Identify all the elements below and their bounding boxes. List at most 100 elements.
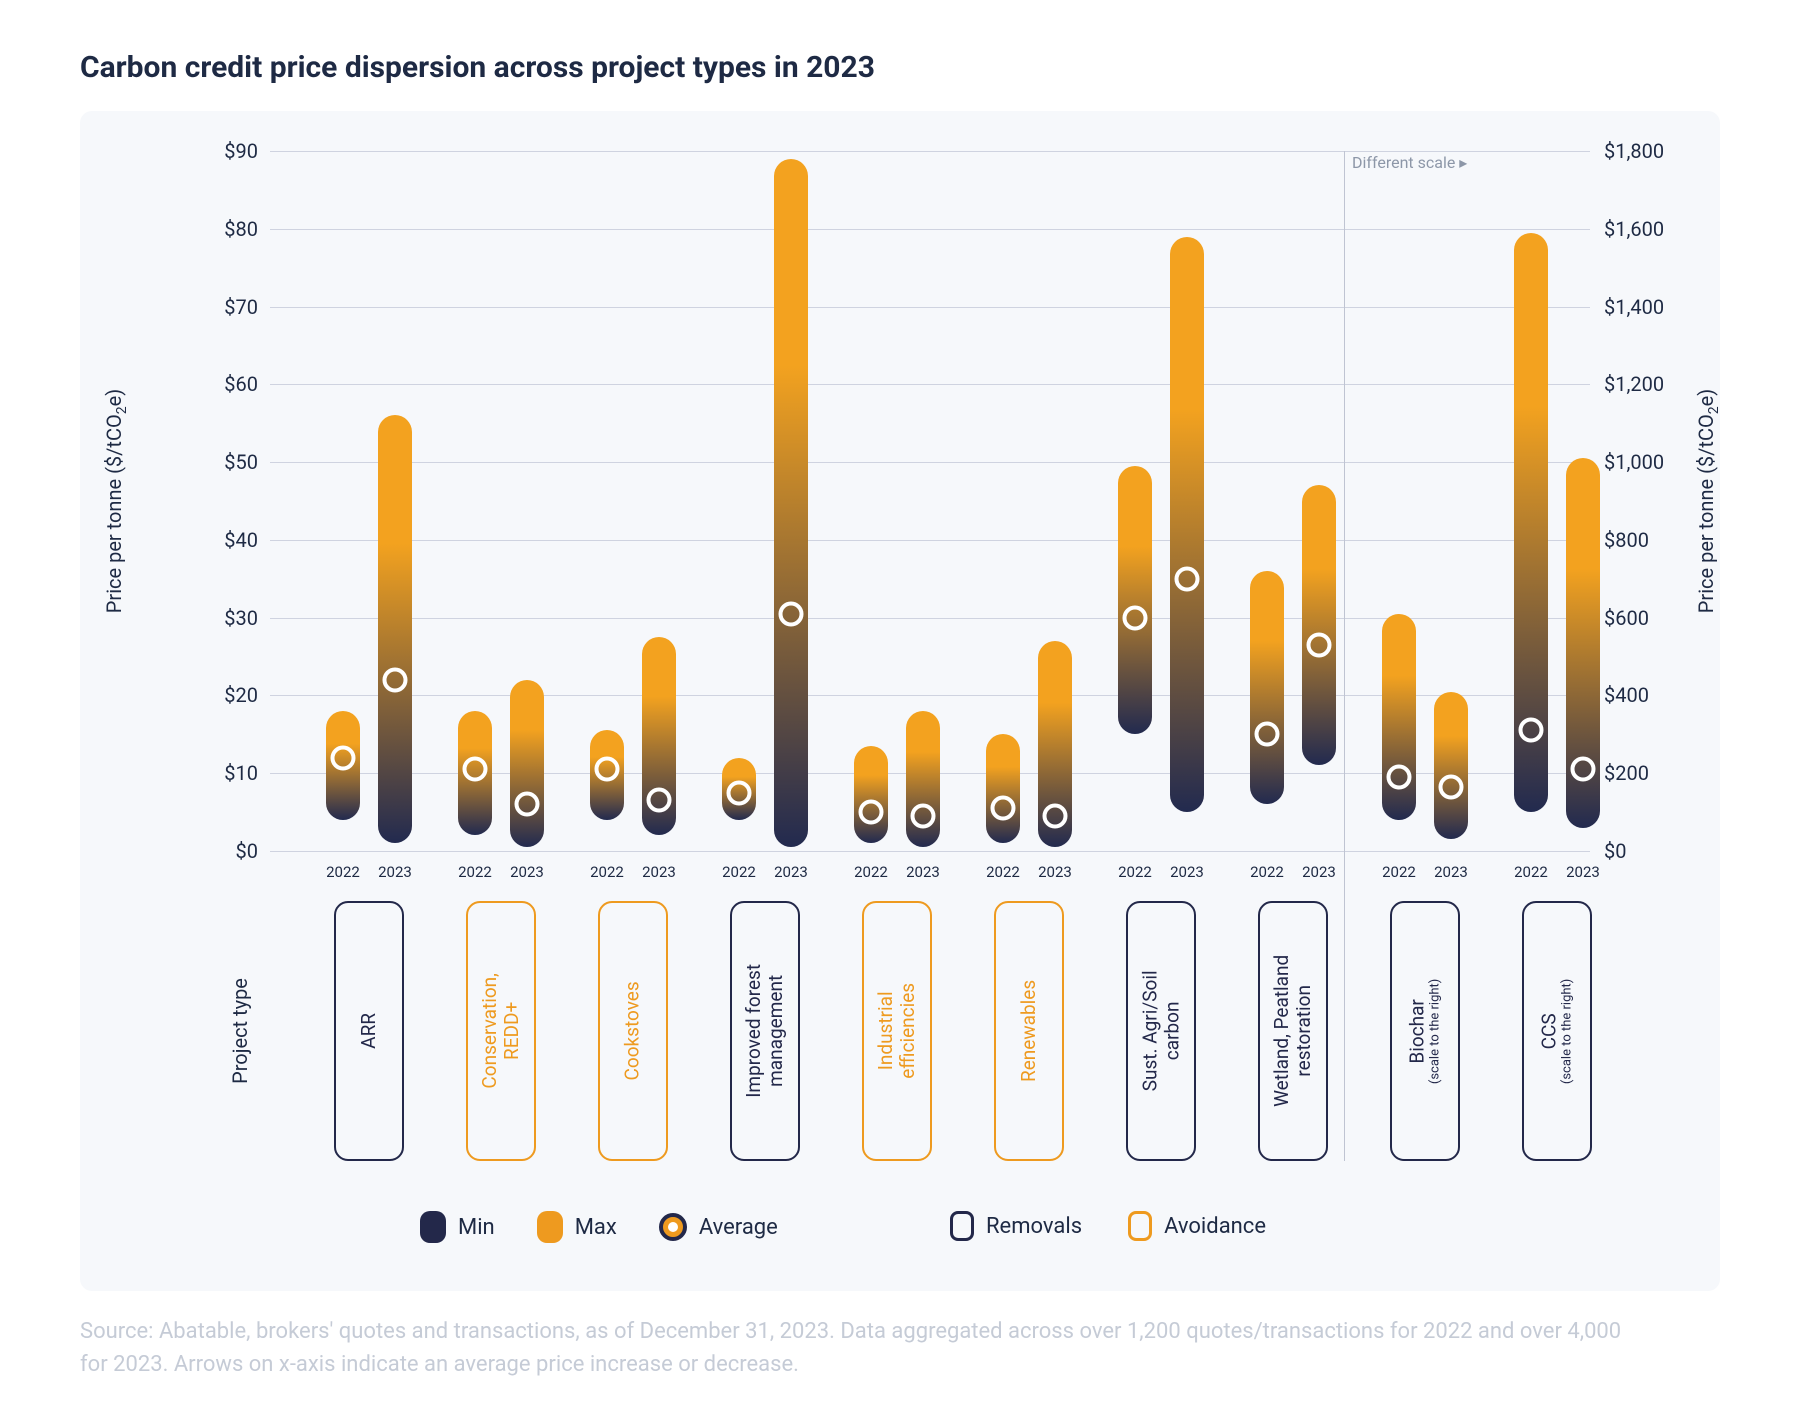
category-label: Renewables	[1018, 980, 1040, 1082]
year-label: 2022	[320, 863, 366, 881]
year-label: 2023	[1164, 863, 1210, 881]
average-marker	[727, 780, 752, 805]
legend-min-swatch	[420, 1211, 446, 1243]
average-marker	[859, 800, 884, 825]
legend-removals-label: Removals	[986, 1214, 1082, 1239]
year-label: 2023	[900, 863, 946, 881]
range-bar	[774, 159, 808, 847]
y-tick-right: $1,600	[1604, 217, 1714, 241]
category-box: Conservation,REDD+	[466, 901, 536, 1161]
range-bar	[986, 734, 1020, 843]
gridline	[270, 851, 1590, 852]
legend-removals-swatch	[950, 1211, 974, 1241]
year-label: 2023	[504, 863, 550, 881]
range-bar	[378, 415, 412, 843]
chart-card: $0$10$20$30$40$50$60$70$80$90$0$200$400$…	[80, 111, 1720, 1291]
y-tick-right: $400	[1604, 683, 1714, 707]
legend-category-type: RemovalsAvoidance	[950, 1211, 1266, 1241]
category-box: Renewables	[994, 901, 1064, 1161]
legend-avg-label: Average	[699, 1215, 778, 1240]
y-tick-left: $10	[188, 761, 258, 785]
y-tick-left: $70	[188, 295, 258, 319]
year-label: 2022	[1376, 863, 1422, 881]
year-label: 2022	[980, 863, 1026, 881]
y-tick-right: $1,800	[1604, 139, 1714, 163]
range-bar	[1434, 692, 1468, 840]
gridline	[270, 307, 1590, 308]
y-tick-left: $90	[188, 139, 258, 163]
category-label: Cookstoves	[622, 981, 644, 1080]
average-marker	[1519, 718, 1544, 743]
year-label: 2023	[1560, 863, 1606, 881]
year-label: 2022	[1112, 863, 1158, 881]
average-marker	[515, 792, 540, 817]
y-tick-left: $50	[188, 450, 258, 474]
category-box: Sust. Agri/Soilcarbon	[1126, 901, 1196, 1161]
range-bar	[510, 680, 544, 847]
average-marker	[991, 796, 1016, 821]
year-label: 2023	[768, 863, 814, 881]
y-tick-left: $30	[188, 606, 258, 630]
year-label: 2023	[1032, 863, 1078, 881]
legend-min-label: Min	[458, 1215, 495, 1240]
y-tick-left: $80	[188, 217, 258, 241]
source-note: Source: Abatable, brokers' quotes and tr…	[80, 1315, 1640, 1381]
gridline	[270, 462, 1590, 463]
range-bar	[1302, 485, 1336, 765]
range-bar	[1250, 571, 1284, 804]
range-bar	[854, 746, 888, 843]
gridline	[270, 540, 1590, 541]
average-marker	[463, 757, 488, 782]
year-label: 2023	[1296, 863, 1342, 881]
category-box: Improved forestmanagement	[730, 901, 800, 1161]
year-label: 2022	[1508, 863, 1554, 881]
y-tick-left: $0	[188, 839, 258, 863]
category-label: Conservation,REDD+	[479, 973, 523, 1088]
year-label: 2023	[636, 863, 682, 881]
average-marker	[1123, 605, 1148, 630]
legend-max-label: Max	[575, 1215, 617, 1240]
year-label: 2023	[1428, 863, 1474, 881]
chart-title: Carbon credit price dispersion across pr…	[80, 50, 1720, 85]
year-label: 2022	[584, 863, 630, 881]
y-tick-right: $0	[1604, 839, 1714, 863]
gridline	[270, 384, 1590, 385]
legend-min-max-avg: Min Max Average	[420, 1211, 778, 1243]
y-tick-right: $200	[1604, 761, 1714, 785]
year-label: 2023	[372, 863, 418, 881]
year-label: 2022	[848, 863, 894, 881]
y-axis-left-label: Price per tonne ($/tCO2e)	[102, 389, 130, 613]
category-box: Industrialefficiencies	[862, 901, 932, 1161]
y-tick-right: $1,400	[1604, 295, 1714, 319]
category-label: ARR	[358, 1013, 380, 1049]
range-bar	[1170, 237, 1204, 813]
scale-separator	[1344, 151, 1345, 1161]
year-label: 2022	[452, 863, 498, 881]
category-box: CCS(scale to the right)	[1522, 901, 1592, 1161]
category-label: Biochar(scale to the right)	[1407, 978, 1444, 1083]
y-tick-left: $20	[188, 683, 258, 707]
different-scale-note: Different scale ▸	[1352, 153, 1467, 172]
project-type-label: Project type	[228, 978, 252, 1084]
average-marker	[383, 667, 408, 692]
category-box: Biochar(scale to the right)	[1390, 901, 1460, 1161]
year-label: 2022	[1244, 863, 1290, 881]
category-label: Wetland, Peatlandrestoration	[1271, 955, 1315, 1107]
category-box: Wetland, Peatlandrestoration	[1258, 901, 1328, 1161]
legend-avg-swatch	[659, 1213, 687, 1241]
gridline	[270, 151, 1590, 152]
category-label: Sust. Agri/Soilcarbon	[1139, 971, 1183, 1092]
category-label: CCS(scale to the right)	[1539, 978, 1576, 1083]
average-marker	[779, 601, 804, 626]
average-marker	[595, 757, 620, 782]
average-marker	[1571, 757, 1596, 782]
legend-avoidance-swatch	[1128, 1211, 1152, 1241]
average-marker	[1175, 566, 1200, 591]
category-label: Improved forestmanagement	[743, 964, 787, 1098]
category-box: Cookstoves	[598, 901, 668, 1161]
average-marker	[1043, 804, 1068, 829]
average-marker	[647, 788, 672, 813]
year-label: 2022	[716, 863, 762, 881]
average-marker	[1255, 722, 1280, 747]
y-tick-left: $40	[188, 528, 258, 552]
